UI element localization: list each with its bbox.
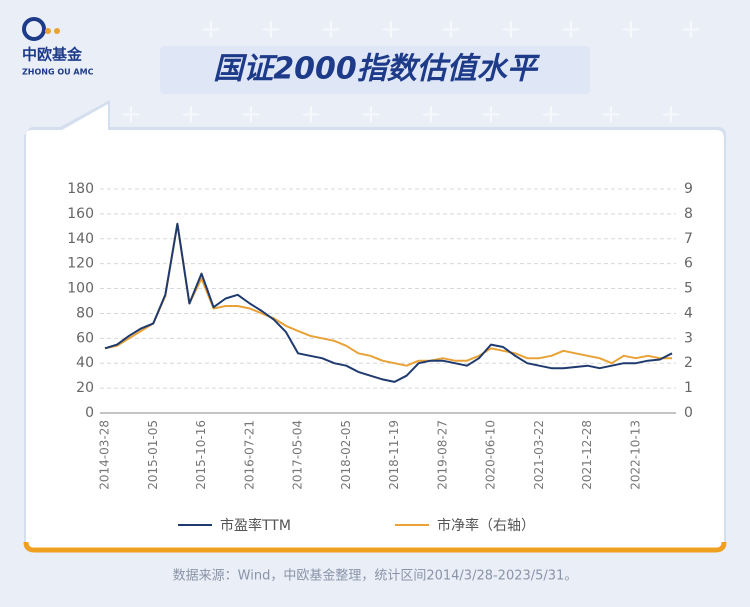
plot: 0 20 40 60 80 100 120 140 160 180 0 1 2 3 4 5 6 7 8 9 2014-0… <box>67 181 693 490</box>
y-tick-label: 160 <box>67 206 94 222</box>
y-tick-label: 120 <box>67 256 94 272</box>
svg-text:+: + <box>240 100 262 130</box>
svg-text:+: + <box>360 100 382 130</box>
logo-name: 中欧基金 <box>22 46 83 64</box>
logo-dot <box>45 28 51 34</box>
x-tick-label: 2021-03-22 <box>532 420 546 490</box>
x-tick-label: 2022-10-13 <box>628 420 642 490</box>
y2-tick-label: 5 <box>684 281 693 297</box>
logo-ring <box>22 17 46 41</box>
y2-tick-label: 3 <box>684 330 693 346</box>
svg-text:+: + <box>200 15 222 45</box>
y2-tick-label: 6 <box>684 256 693 272</box>
y-tick-label: 180 <box>67 181 94 197</box>
svg-text:+: + <box>540 100 562 130</box>
x-tick-label: 2014-03-28 <box>98 420 112 490</box>
logo-dot <box>54 28 60 34</box>
legend-label: 市盈率TTM <box>220 517 291 534</box>
y-tick-label: 140 <box>67 231 94 247</box>
source-note: 数据来源：Wind，中欧基金整理，统计区间2014/3/28-2023/5/31… <box>173 568 578 584</box>
chart-title: 国证2000指数估值水平 <box>213 52 540 87</box>
svg-text:+: + <box>120 100 142 130</box>
y2-tick-label: 8 <box>684 206 693 222</box>
y-tick-label: 20 <box>76 380 94 396</box>
y2-tick-label: 9 <box>684 181 693 197</box>
card-border <box>23 541 727 553</box>
y2-tick-label: 0 <box>684 405 693 421</box>
x-tick-label: 2016-07-21 <box>242 420 256 490</box>
series-line <box>104 222 673 383</box>
svg-text:+: + <box>660 100 682 130</box>
x-tick-label: 2018-02-05 <box>339 420 353 490</box>
y2-tick-label: 7 <box>684 231 693 247</box>
legend-label: 市净率（右轴） <box>437 517 535 534</box>
logo-sub: ZHONG OU AMC <box>22 68 94 77</box>
title-box <box>160 46 590 94</box>
x-tick-label: 2019-08-27 <box>435 420 449 490</box>
svg-text:+: + <box>300 100 322 130</box>
y-tick-label: 40 <box>76 355 94 371</box>
y2-tick-label: 1 <box>684 380 693 396</box>
x-tick-label: 2015-10-16 <box>194 420 208 490</box>
svg-text:+: + <box>420 100 442 130</box>
y-tick-label: 0 <box>85 405 94 421</box>
y-tick-label: 100 <box>67 281 94 297</box>
x-tick-label: 2020-06-10 <box>484 420 498 490</box>
pattern: + + + + + + + + + + + + + + + + + + + <box>120 15 702 130</box>
svg-text:+: + <box>380 15 402 45</box>
svg-text:+: + <box>600 100 622 130</box>
x-tick-label: 2017-05-04 <box>291 420 305 490</box>
card <box>26 104 724 550</box>
y2-tick-label: 4 <box>684 305 693 321</box>
y-tick-label: 80 <box>76 305 94 321</box>
svg-text:+: + <box>260 15 282 45</box>
svg-text:+: + <box>480 100 502 130</box>
x-tick-label: 2018-11-19 <box>387 420 401 490</box>
y-tick-label: 60 <box>76 330 94 346</box>
svg-text:+: + <box>180 100 202 130</box>
svg-text:+: + <box>440 15 462 45</box>
svg-text:+: + <box>620 15 642 45</box>
svg-text:+: + <box>320 15 342 45</box>
svg-text:+: + <box>500 15 522 45</box>
x-tick-label: 2021-12-28 <box>580 420 594 490</box>
svg-text:+: + <box>560 15 582 45</box>
svg-text:+: + <box>680 15 702 45</box>
series-line <box>104 222 672 367</box>
x-tick-label: 2015-01-05 <box>146 420 160 490</box>
y2-tick-label: 2 <box>684 355 693 371</box>
